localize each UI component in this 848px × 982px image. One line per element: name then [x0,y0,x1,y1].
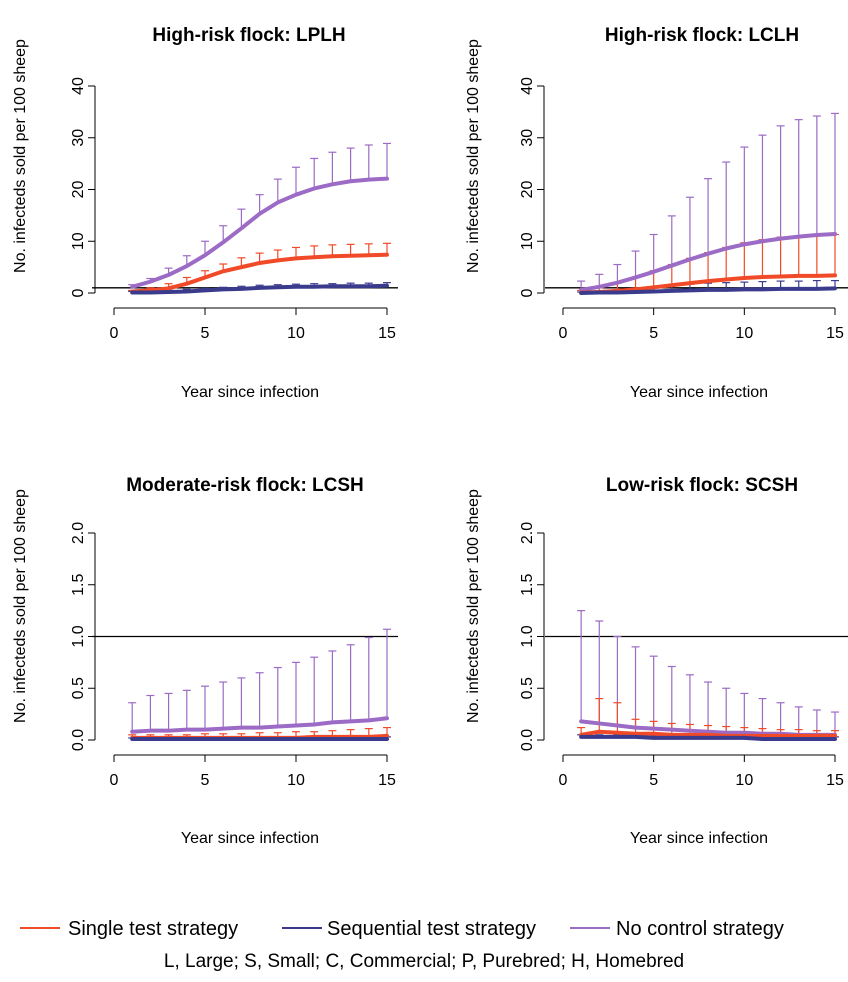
series-line-nocontrol [130,176,389,289]
series-line-single [130,252,389,294]
y-tick-label: 10 [519,232,536,250]
abbreviation-note: L, Large; S, Small; C, Commercial; P, Pu… [164,951,684,972]
y-tick-label: 2.0 [70,522,87,544]
y-axis-label: No. infecteds sold per 100 sheep [465,489,482,723]
y-axis-label: No. infecteds sold per 100 sheep [12,489,29,723]
y-tick-label: 1.5 [519,574,536,596]
legend-label-sequential: Sequential test strategy [327,918,536,940]
panel-high-risk-lplh: High-risk flock: LPLH No. infecteds sold… [12,25,398,401]
x-tick-label: 10 [287,772,305,789]
x-tick-label: 5 [201,772,210,789]
y-tick-label: 30 [70,129,87,147]
series-line-sequential [579,286,837,295]
series-line-sequential [579,734,837,741]
y-tick-label: 40 [70,77,87,95]
y-tick-label: 10 [70,232,87,250]
x-tick-label: 5 [649,325,658,342]
legend-label-single: Single test strategy [68,918,238,940]
panel-title: High-risk flock: LCLH [605,25,799,46]
y-tick-label: 0 [519,288,536,297]
x-tick-label: 10 [735,325,753,342]
legend-item-nocontrol: No control strategy [570,918,784,940]
y-axis-label: No. infecteds sold per 100 sheep [465,39,482,273]
x-tick-label: 0 [110,772,119,789]
series-line-single [579,729,837,738]
x-tick-label: 5 [201,325,210,342]
y-tick-label: 0.5 [70,677,87,699]
y-tick-label: 40 [519,77,536,95]
panel-high-risk-lclh: High-risk flock: LCLH No. infecteds sold… [465,25,848,401]
legend-item-single: Single test strategy [20,918,238,940]
y-tick-label: 2.0 [519,522,536,544]
y-axis-label: No. infecteds sold per 100 sheep [12,39,29,273]
legend-label-nocontrol: No control strategy [616,918,784,940]
x-tick-label: 10 [735,772,753,789]
x-tick-label: 15 [826,772,844,789]
y-tick-label: 30 [519,129,536,147]
panel-title: Moderate-risk flock: LCSH [126,475,364,496]
y-tick-label: 0.0 [70,729,87,751]
y-tick-label: 20 [70,181,87,199]
x-axis-label: Year since infection [181,384,319,401]
y-tick-label: 1.5 [70,574,87,596]
x-axis-label: Year since infection [630,384,768,401]
x-tick-label: 15 [826,325,844,342]
x-tick-label: 15 [378,325,396,342]
x-tick-label: 10 [287,325,305,342]
y-tick-label: 1.0 [519,625,536,647]
panel-title: High-risk flock: LPLH [152,25,345,46]
panel-low-risk-scsh: Low-risk flock: SCSH No. infecteds sold … [465,475,848,847]
x-axis-label: Year since infection [181,830,319,847]
y-tick-label: 0 [70,288,87,297]
panel-moderate-risk-lcsh: Moderate-risk flock: LCSH No. infecteds … [12,475,398,847]
legend: Single test strategy Sequential test str… [20,918,784,972]
y-tick-label: 0.0 [519,729,536,751]
y-tick-label: 20 [519,181,536,199]
legend-item-sequential: Sequential test strategy [282,918,536,940]
y-tick-label: 0.5 [519,677,536,699]
series-line-nocontrol [579,232,837,292]
x-tick-label: 0 [559,325,568,342]
x-tick-label: 15 [378,772,396,789]
series-line-nocontrol [130,716,389,734]
panel-title: Low-risk flock: SCSH [606,475,798,496]
x-tick-label: 0 [110,325,119,342]
x-tick-label: 5 [649,772,658,789]
series-line-sequential [130,283,389,295]
y-tick-label: 1.0 [70,625,87,647]
x-axis-label: Year since infection [630,830,768,847]
x-tick-label: 0 [559,772,568,789]
